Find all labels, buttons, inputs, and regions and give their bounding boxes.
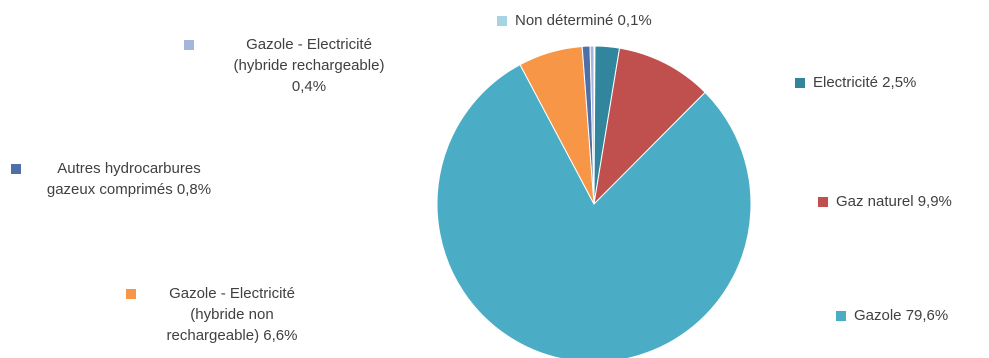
legend-swatch-autres-hydrocarbures xyxy=(11,164,21,174)
legend-swatch-gazole xyxy=(836,311,846,321)
label-autres-hydrocarbures: Autres hydrocarbures gazeux comprimés 0,… xyxy=(18,158,240,200)
label-gaz-naturel-text: Gaz naturel 9,9% xyxy=(836,193,952,210)
pie-slice-gaz-naturel xyxy=(593,47,706,206)
label-hybride-rechargeable: Gazole - Electricité (hybride rechargeab… xyxy=(200,34,418,97)
legend-swatch-non-determine xyxy=(497,16,507,26)
label-hybride-non-rech-line2: (hybride non xyxy=(190,306,274,323)
legend-swatch-hybride-rechargeable xyxy=(184,40,194,50)
legend-swatch-hybride-non-rechargeable xyxy=(126,289,136,299)
label-electricite-text: Electricité 2,5% xyxy=(813,74,917,91)
legend-swatch-gaz-naturel xyxy=(818,197,828,207)
label-hybride-non-rechargeable: Gazole - Electricité (hybride non rechar… xyxy=(132,283,332,346)
label-autres-hydro-line2: gazeux comprimés 0,8% xyxy=(46,181,212,198)
label-hybride-rech-line1: Gazole - Electricité xyxy=(246,36,372,53)
label-gazole-text: Gazole 79,6% xyxy=(854,307,949,324)
label-hybride-rech-line2: (hybride rechargeable) xyxy=(233,57,385,74)
legend-swatch-electricite xyxy=(795,78,805,88)
label-hybride-non-rech-line1: Gazole - Electricité xyxy=(169,285,295,302)
label-hybride-rech-line3: 0,4% xyxy=(291,78,327,95)
label-electricite: Electricité 2,5% xyxy=(813,72,916,93)
pie-slice-hybride-rechargeable xyxy=(589,45,595,205)
label-non-determine-text: Non déterminé 0,1% xyxy=(515,12,652,29)
pie-slices xyxy=(436,45,752,358)
label-autres-hydro-line1: Autres hydrocarbures xyxy=(57,160,201,177)
label-gazole: Gazole 79,6% xyxy=(854,305,948,326)
pie-slice-gazole xyxy=(436,63,752,358)
label-non-determine: Non déterminé 0,1% xyxy=(515,10,652,31)
label-hybride-non-rech-line3: rechargeable) 6,6% xyxy=(166,327,298,344)
label-gaz-naturel: Gaz naturel 9,9% xyxy=(836,191,952,212)
